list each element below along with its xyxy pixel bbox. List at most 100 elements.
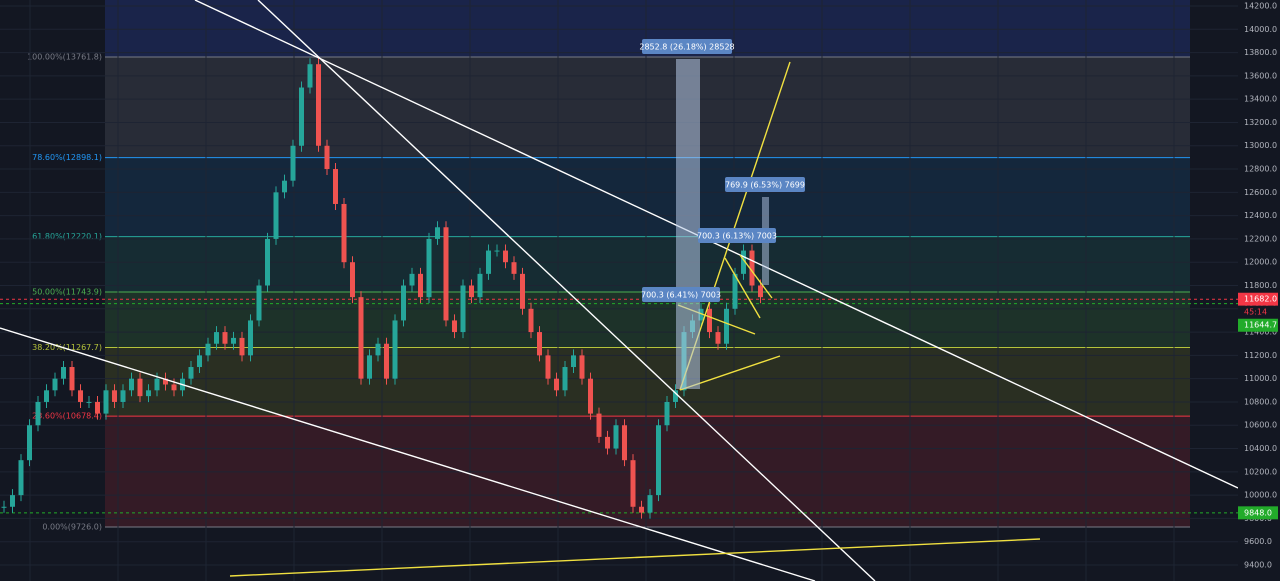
candle <box>715 332 721 344</box>
candle <box>350 262 355 298</box>
trendline <box>194 0 1239 489</box>
measure-text: 700.3 (6.41%) 7003 <box>641 291 721 300</box>
candle <box>528 308 534 333</box>
measure-box <box>642 39 732 54</box>
candle <box>588 378 593 414</box>
candle <box>120 390 126 402</box>
candle <box>248 320 253 356</box>
candle <box>1 506 7 508</box>
candle <box>52 378 58 391</box>
price-tick-label: 10800.0 <box>1244 397 1277 406</box>
candle <box>494 250 500 252</box>
fib-label: 78.60%(12898.1) <box>32 153 102 162</box>
candle <box>44 390 49 402</box>
candle <box>290 145 296 181</box>
price-tick-label: 12400.0 <box>1244 211 1277 220</box>
candle <box>443 227 449 321</box>
price-tick-label: 9400.0 <box>1244 560 1272 569</box>
price-label: 11644.7 <box>1244 321 1277 330</box>
fib-zone <box>105 236 1190 293</box>
candle <box>605 436 610 449</box>
candle <box>749 250 755 286</box>
candle <box>86 401 92 403</box>
price-tick-label: 11000.0 <box>1244 374 1277 383</box>
candle <box>163 378 168 385</box>
candle <box>231 337 236 344</box>
candle <box>239 337 245 356</box>
candle <box>61 367 66 379</box>
fib-zone <box>105 347 1190 417</box>
price-axis <box>1238 0 1280 581</box>
candle <box>426 238 432 298</box>
candle <box>477 273 483 298</box>
candle <box>435 227 440 239</box>
candle <box>188 367 194 379</box>
fib-label: 100.00%(13761.8) <box>27 53 102 62</box>
measure-box <box>642 287 720 302</box>
measure-text: 769.9 (6.53%) 7699 <box>725 181 805 190</box>
candle <box>554 378 559 391</box>
candle <box>10 495 15 507</box>
measure-box <box>698 228 776 243</box>
candle <box>469 285 474 298</box>
candle <box>95 401 100 414</box>
price-tick-label: 11400.0 <box>1244 328 1277 337</box>
price-tick-label: 9600.0 <box>1244 537 1272 546</box>
fib-label: 38.20%(11267.7) <box>32 343 102 352</box>
fib-label: 50.00%(11743.9) <box>32 288 102 297</box>
candle <box>146 390 151 397</box>
price-tick-label: 11200.0 <box>1244 351 1277 360</box>
measure-box <box>725 177 805 192</box>
candle <box>673 390 678 402</box>
candle <box>367 355 372 379</box>
measure-text: 2852.8 (26.18%) 28528 <box>639 43 734 52</box>
price-label: 11682.0 <box>1244 295 1277 304</box>
price-label-box <box>1238 305 1278 319</box>
price-tick-label: 10200.0 <box>1244 467 1277 476</box>
price-tick-label: 12600.0 <box>1244 188 1277 197</box>
candle <box>324 145 330 170</box>
candle <box>137 378 143 397</box>
trendline <box>0 327 816 581</box>
price-tick-label: 12200.0 <box>1244 234 1277 243</box>
candle <box>732 273 738 309</box>
measure-range <box>676 59 700 389</box>
price-tick-label: 11800.0 <box>1244 281 1277 290</box>
candle <box>197 355 202 368</box>
candle <box>630 460 636 507</box>
candle <box>579 355 585 379</box>
candle <box>27 425 32 461</box>
candle <box>656 425 661 496</box>
candle <box>222 332 228 344</box>
trendline <box>257 0 876 581</box>
candle <box>758 285 763 298</box>
candle <box>698 308 704 321</box>
drawings <box>0 0 1239 581</box>
candle <box>664 401 670 426</box>
candle <box>112 390 117 402</box>
trendline <box>229 538 1041 577</box>
price-tick-label: 12000.0 <box>1244 258 1277 267</box>
candle <box>316 64 321 146</box>
price-tick-label: 13600.0 <box>1244 71 1277 80</box>
price-label-box <box>1238 506 1278 520</box>
candle <box>741 250 746 274</box>
candle <box>613 425 619 449</box>
candle <box>341 203 347 263</box>
candle <box>392 320 398 379</box>
candle <box>205 343 211 356</box>
candle <box>307 64 313 88</box>
candle <box>571 355 576 368</box>
candle <box>452 320 457 333</box>
price-tick-label: 10600.0 <box>1244 421 1277 430</box>
candle <box>503 250 508 263</box>
candle <box>103 390 109 414</box>
price-tick-label: 13000.0 <box>1244 141 1277 150</box>
measure-text: 700.3 (6.13%) 7003 <box>697 232 777 241</box>
trendline <box>739 254 773 299</box>
fib-label: 23.60%(10678.4) <box>32 412 102 421</box>
candle <box>18 460 24 496</box>
candle <box>537 332 542 356</box>
price-label-box <box>1238 318 1278 332</box>
